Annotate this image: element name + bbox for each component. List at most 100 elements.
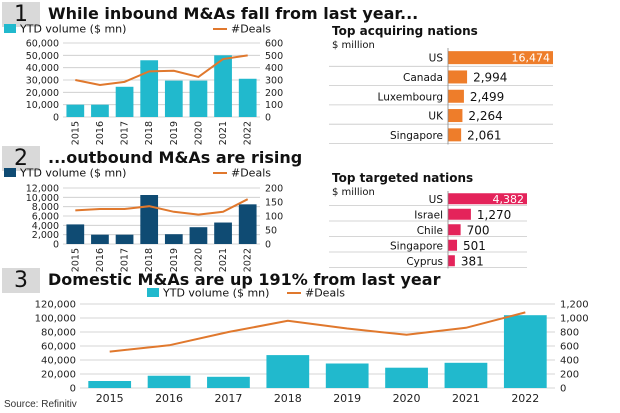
chart2-y2-tick: 150 (265, 198, 283, 209)
chart0-legend-bar-label: YTD volume ($ mn) (19, 23, 126, 36)
chart4-bar (266, 355, 310, 388)
chart2-y-tick: 12,000 (26, 184, 59, 195)
chart4-deals-line (109, 311, 526, 353)
chart0-x-tick: 2022 (243, 121, 254, 145)
chart4-y2-tick: 600 (560, 342, 579, 353)
chart2-y2-tick: 0 (265, 240, 271, 251)
chart2-legend-bar-swatch (4, 168, 16, 177)
chart4-bar (444, 362, 488, 388)
chart1-value-label: 2,061 (467, 128, 501, 142)
chart0-bar (214, 55, 232, 117)
chart0-y-tick: 50,000 (26, 51, 59, 62)
chart4-y2-tick: 1,000 (560, 314, 589, 325)
source-note: Source: Refinitiv (4, 399, 77, 410)
chart4-legend-bar-label: YTD volume ($ mn) (162, 287, 269, 300)
chart0-bar (238, 78, 257, 117)
chart2-x-tick: 2018 (144, 248, 155, 272)
chart4-x-tick: 2020 (393, 392, 421, 405)
chart0-y2-tick: 100 (265, 100, 283, 111)
chart4-bar (88, 381, 132, 388)
chart1-value-label: 2,994 (473, 70, 507, 84)
chart0-bar (66, 104, 85, 117)
chart1-bar (448, 128, 462, 142)
chart4-legend-line-label: #Deals (305, 287, 345, 300)
chart0-x-tick: 2020 (193, 121, 204, 145)
chart0-y2-tick: 600 (265, 39, 283, 50)
chart4-y2-tick: 200 (560, 370, 579, 381)
chart1-category-label: Luxembourg (378, 91, 443, 103)
chart4-x-tick: 2021 (452, 392, 480, 405)
chart0-deals-line (75, 54, 248, 86)
chart1-value-label: 2,264 (468, 109, 502, 123)
chart3-bar (448, 208, 471, 220)
chart1-title: Top acquiring nations (332, 24, 478, 38)
chart4-x-tick: 2016 (155, 392, 183, 405)
chart2-x-tick: 2015 (70, 248, 81, 272)
chart4-y2-tick: 0 (560, 384, 566, 395)
chart0-bar (164, 80, 183, 117)
chart0-y-tick: 60,000 (26, 39, 59, 50)
panel-1-number: 1 (2, 2, 40, 27)
chart1-category-label: Canada (403, 72, 443, 84)
chart4-bar (503, 315, 547, 388)
chart1-category-label: Singapore (390, 130, 443, 142)
chart0-y2-tick: 300 (265, 76, 283, 87)
chart0-bar (140, 60, 159, 117)
chart0-y-tick: 40,000 (26, 63, 59, 74)
chart2-x-tick: 2019 (169, 248, 180, 272)
chart2-y-tick: 8,000 (32, 202, 59, 213)
chart2-bar (238, 204, 257, 244)
chart2-x-tick: 2022 (243, 248, 254, 272)
chart4-bar (147, 375, 191, 388)
chart1-bar (448, 70, 468, 84)
chart2-y-tick: 4,000 (32, 221, 59, 232)
chart2-y-tick: 2,000 (32, 230, 59, 241)
panel-2-title: ...outbound M&As are rising (48, 148, 303, 167)
chart4-y2-tick: 1,200 (560, 300, 589, 311)
panel-3-title: Domestic M&As are up 191% from last year (48, 270, 441, 289)
chart0-y2-tick: 200 (265, 88, 283, 99)
chart4-y2-tick: 400 (560, 356, 579, 367)
chart2-y-tick: 6,000 (32, 212, 59, 223)
chart2-x-tick: 2016 (95, 248, 106, 272)
chart1-bar (448, 51, 553, 65)
chart4-x-tick: 2018 (274, 392, 302, 405)
chart3-category-label: US (429, 194, 444, 206)
chart3-subtitle: $ million (332, 187, 375, 198)
chart4-x-tick: 2015 (96, 392, 124, 405)
chart2-deals-line (75, 198, 249, 216)
chart4-y-tick: 0 (70, 384, 76, 395)
chart0-y-tick: 30,000 (26, 76, 59, 87)
chart4-y-tick: 20,000 (41, 370, 76, 381)
chart4-x-tick: 2019 (333, 392, 361, 405)
panel-1-title: While inbound M&As fall from last year..… (48, 4, 419, 23)
chart4-x-tick: 2022 (511, 392, 539, 405)
chart0-y-tick: 20,000 (26, 88, 59, 99)
chart0-y-tick: 10,000 (26, 100, 59, 111)
chart0-x-tick: 2016 (95, 121, 106, 145)
chart0-x-tick: 2015 (70, 121, 81, 145)
panel-3-number: 3 (2, 268, 40, 293)
chart1-bar (448, 89, 464, 103)
chart1-category-label: UK (428, 111, 444, 123)
chart2-legend-bar-label: YTD volume ($ mn) (19, 167, 126, 180)
chart4-y-tick: 100,000 (35, 314, 76, 325)
chart0-legend-line-label: #Deals (231, 23, 271, 36)
chart0-x-tick: 2021 (218, 121, 229, 145)
chart2-x-tick: 2020 (193, 248, 204, 272)
chart3-bar (448, 224, 461, 236)
chart4-legend-bar-swatch (147, 288, 159, 297)
chart3-value-label: 700 (467, 223, 490, 237)
chart4-bar (207, 376, 250, 388)
chart2-legend-line-label: #Deals (231, 167, 271, 180)
chart4-y2-tick: 800 (560, 328, 579, 339)
chart0-x-tick: 2018 (144, 121, 155, 145)
panel-2-number: 2 (2, 146, 40, 171)
chart1-bar (448, 109, 463, 123)
chart1-category-label: US (429, 53, 444, 65)
chart3-bar (448, 239, 458, 251)
chart4-y-tick: 80,000 (41, 328, 76, 339)
chart3-bar (448, 255, 455, 267)
chart2-bar (214, 222, 232, 244)
